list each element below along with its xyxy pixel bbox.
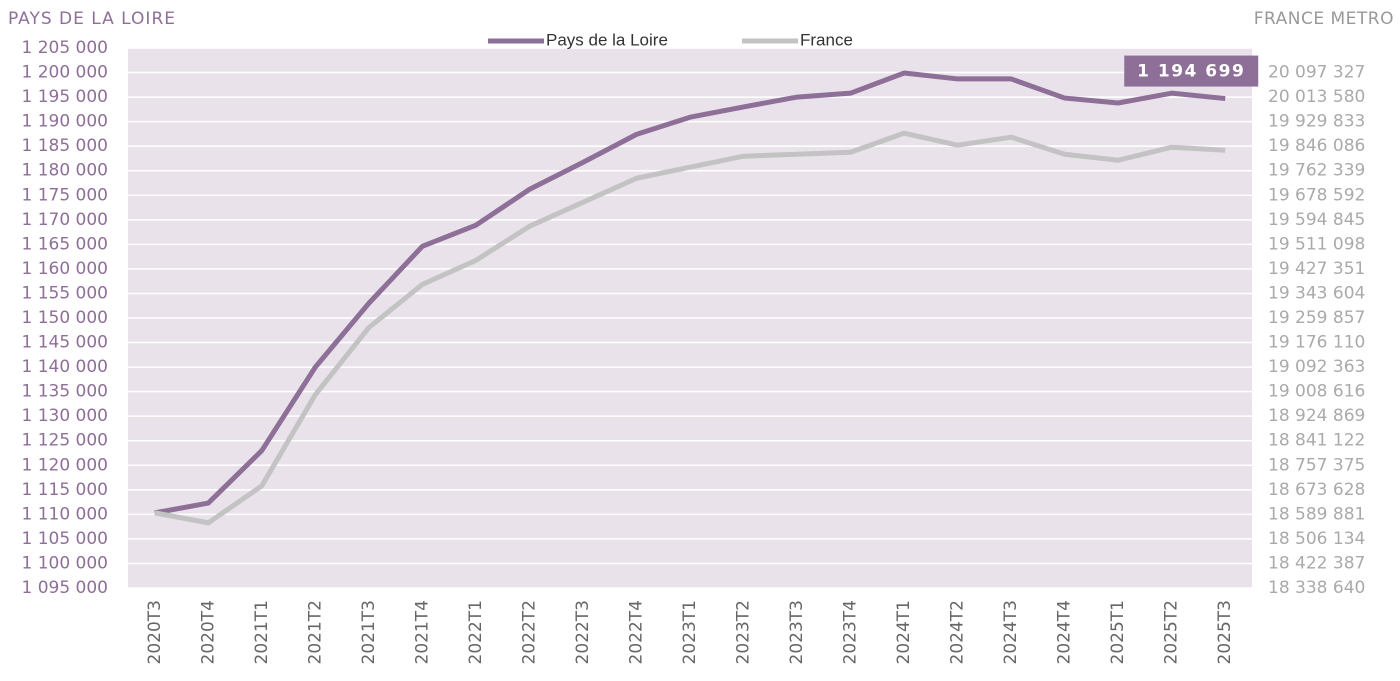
y2-tick-label: 18 924 869 bbox=[1268, 406, 1365, 426]
x-tick-label: 2021T3 bbox=[359, 600, 379, 664]
y-tick-label: 1 125 000 bbox=[21, 431, 108, 451]
x-tick-label: 2021T4 bbox=[412, 600, 432, 664]
y-tick-label: 1 200 000 bbox=[21, 63, 108, 83]
x-tick-label: 2023T3 bbox=[787, 600, 807, 664]
y2-tick-label: 19 343 604 bbox=[1268, 283, 1365, 303]
y2-tick-label: 18 841 122 bbox=[1268, 431, 1365, 451]
x-tick-label: 2021T2 bbox=[305, 600, 325, 664]
y-tick-label: 1 205 000 bbox=[21, 38, 108, 58]
y-tick-label: 1 180 000 bbox=[21, 161, 108, 181]
y-tick-label: 1 175 000 bbox=[21, 185, 108, 205]
y2-tick-label: 19 678 592 bbox=[1268, 185, 1365, 205]
y-tick-label: 1 105 000 bbox=[21, 529, 108, 549]
y-tick-label: 1 135 000 bbox=[21, 382, 108, 402]
x-tick-label: 2024T3 bbox=[1001, 600, 1021, 664]
y2-tick-label: 18 338 640 bbox=[1268, 578, 1365, 598]
y-tick-label: 1 140 000 bbox=[21, 357, 108, 377]
y2-tick-label: 19 846 086 bbox=[1268, 136, 1365, 156]
x-tick-label: 2022T4 bbox=[626, 600, 646, 664]
y2-tick-label: 18 673 628 bbox=[1268, 480, 1365, 500]
value-label-box bbox=[1124, 55, 1259, 87]
y-tick-label: 1 165 000 bbox=[21, 234, 108, 254]
y-tick-label: 1 190 000 bbox=[21, 112, 108, 132]
x-tick-label: 2023T1 bbox=[680, 600, 700, 664]
y2-tick-label: 18 757 375 bbox=[1268, 455, 1365, 475]
x-tick-label: 2020T3 bbox=[145, 600, 165, 664]
x-tick-label: 2022T3 bbox=[573, 600, 593, 664]
x-tick-label: 2024T1 bbox=[894, 600, 914, 664]
y2-tick-label: 19 929 833 bbox=[1268, 112, 1365, 132]
y-tick-label: 1 170 000 bbox=[21, 210, 108, 230]
x-tick-label: 2022T1 bbox=[466, 600, 486, 664]
legend-label: France bbox=[800, 30, 853, 49]
y2-tick-label: 19 008 616 bbox=[1268, 382, 1365, 402]
x-tick-label: 2022T2 bbox=[519, 600, 539, 664]
y2-tick-label: 18 422 387 bbox=[1268, 553, 1365, 573]
y2-tick-label: 19 092 363 bbox=[1268, 357, 1365, 377]
y-tick-label: 1 120 000 bbox=[21, 455, 108, 475]
x-tick-label: 2023T4 bbox=[841, 600, 861, 664]
y-tick-label: 1 100 000 bbox=[21, 553, 108, 573]
y-tick-label: 1 110 000 bbox=[21, 504, 108, 524]
y2-tick-label: 18 506 134 bbox=[1268, 529, 1365, 549]
y2-tick-label: 20 097 327 bbox=[1268, 63, 1365, 83]
y-tick-label: 1 095 000 bbox=[21, 578, 108, 598]
y-axis-title: PAYS DE LA LOIRE bbox=[8, 9, 176, 29]
series-line bbox=[154, 130, 1226, 526]
y-tick-label: 1 185 000 bbox=[21, 136, 108, 156]
y2-tick-label: 18 589 881 bbox=[1268, 504, 1365, 524]
y2-axis-title: FRANCE METRO bbox=[1254, 9, 1394, 29]
series-line bbox=[154, 70, 1226, 516]
x-tick-label: 2024T2 bbox=[948, 600, 968, 664]
y2-tick-label: 19 427 351 bbox=[1268, 259, 1365, 279]
y2-tick-label: 20 013 580 bbox=[1268, 87, 1365, 107]
x-tick-label: 2020T4 bbox=[198, 600, 218, 664]
legend-label: Pays de la Loire bbox=[546, 30, 668, 49]
y-tick-label: 1 145 000 bbox=[21, 333, 108, 353]
y2-tick-label: 19 594 845 bbox=[1268, 210, 1365, 230]
y2-tick-label: 19 511 098 bbox=[1268, 234, 1365, 254]
y2-tick-label: 19 176 110 bbox=[1268, 333, 1365, 353]
y2-tick-label: 19 762 339 bbox=[1268, 161, 1365, 181]
y-tick-label: 1 160 000 bbox=[21, 259, 108, 279]
y2-tick-label: 19 259 857 bbox=[1268, 308, 1365, 328]
y-tick-label: 1 155 000 bbox=[21, 283, 108, 303]
x-tick-label: 2023T2 bbox=[734, 600, 754, 664]
x-tick-label: 2025T2 bbox=[1162, 600, 1182, 664]
value-label: 1 194 699 bbox=[1137, 62, 1245, 82]
x-tick-label: 2025T3 bbox=[1215, 600, 1235, 664]
x-tick-label: 2024T4 bbox=[1055, 600, 1075, 664]
y-tick-label: 1 130 000 bbox=[21, 406, 108, 426]
y-tick-label: 1 115 000 bbox=[21, 480, 108, 500]
y-tick-label: 1 195 000 bbox=[21, 87, 108, 107]
x-tick-label: 2025T1 bbox=[1108, 600, 1128, 664]
y-tick-label: 1 150 000 bbox=[21, 308, 108, 328]
x-tick-label: 2021T1 bbox=[252, 600, 272, 664]
